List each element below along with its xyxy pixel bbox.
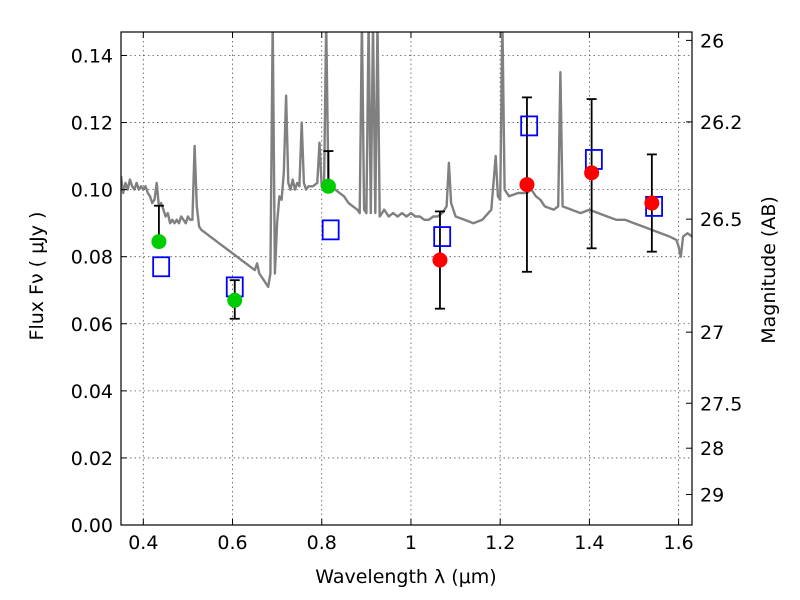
right-tick-label: 27.5	[700, 393, 742, 415]
plot-frame	[120, 31, 693, 526]
y-tick-label: 0.10	[71, 180, 113, 202]
green-data-point	[151, 234, 167, 250]
y-tick-label: 0.12	[71, 113, 113, 135]
spectrum-line	[121, 32, 692, 289]
x-tick-label: 0.4	[128, 532, 158, 554]
red-data-point	[519, 177, 535, 193]
x-tick-label: 0.6	[217, 532, 247, 554]
model-square-point	[152, 256, 171, 278]
model-square-point	[433, 226, 452, 247]
x-tick-label: 1.2	[485, 532, 515, 554]
x-tick-label: 1.6	[664, 532, 694, 554]
y-axis-label: Flux Fν ( μJy )	[26, 212, 48, 341]
x-tick-label: 0.8	[307, 532, 337, 554]
model-square-point	[520, 115, 539, 137]
green-data-point	[320, 178, 336, 194]
right-tick-label: 29	[700, 484, 724, 506]
red-data-point	[644, 195, 660, 211]
y-tick-label: 0.14	[71, 45, 113, 67]
x-tick-label: 1.4	[574, 532, 604, 554]
y-tick-label: 0.06	[71, 314, 113, 336]
right-axis-label: Magnitude (AB)	[758, 196, 780, 344]
axis-ticks: 0.4 0.6 0.8 1 1.2 1.4 1.6 0.00 0.02 0.04 0.06 0.08 0…	[71, 30, 743, 554]
photometry-points	[151, 96, 663, 320]
right-tick-label: 26	[700, 30, 724, 52]
x-axis-label: Wavelength λ (μm)	[315, 566, 496, 588]
model-square-point	[321, 219, 340, 241]
y-tick-label: 0.08	[71, 247, 113, 269]
x-tick-label: 1	[405, 532, 417, 554]
green-data-point	[227, 292, 243, 308]
right-tick-label: 27	[700, 322, 724, 344]
model-spectrum	[121, 32, 692, 289]
red-data-point	[584, 165, 600, 181]
grid-lines	[121, 32, 692, 526]
right-tick-label: 26.5	[700, 209, 742, 231]
right-tick-label: 26.2	[700, 112, 742, 134]
right-tick-label: 28	[700, 438, 724, 460]
red-data-point	[432, 252, 448, 268]
y-tick-label: 0.04	[71, 381, 113, 403]
y-tick-label: 0.02	[71, 448, 113, 470]
y-tick-label: 0.00	[71, 515, 113, 537]
